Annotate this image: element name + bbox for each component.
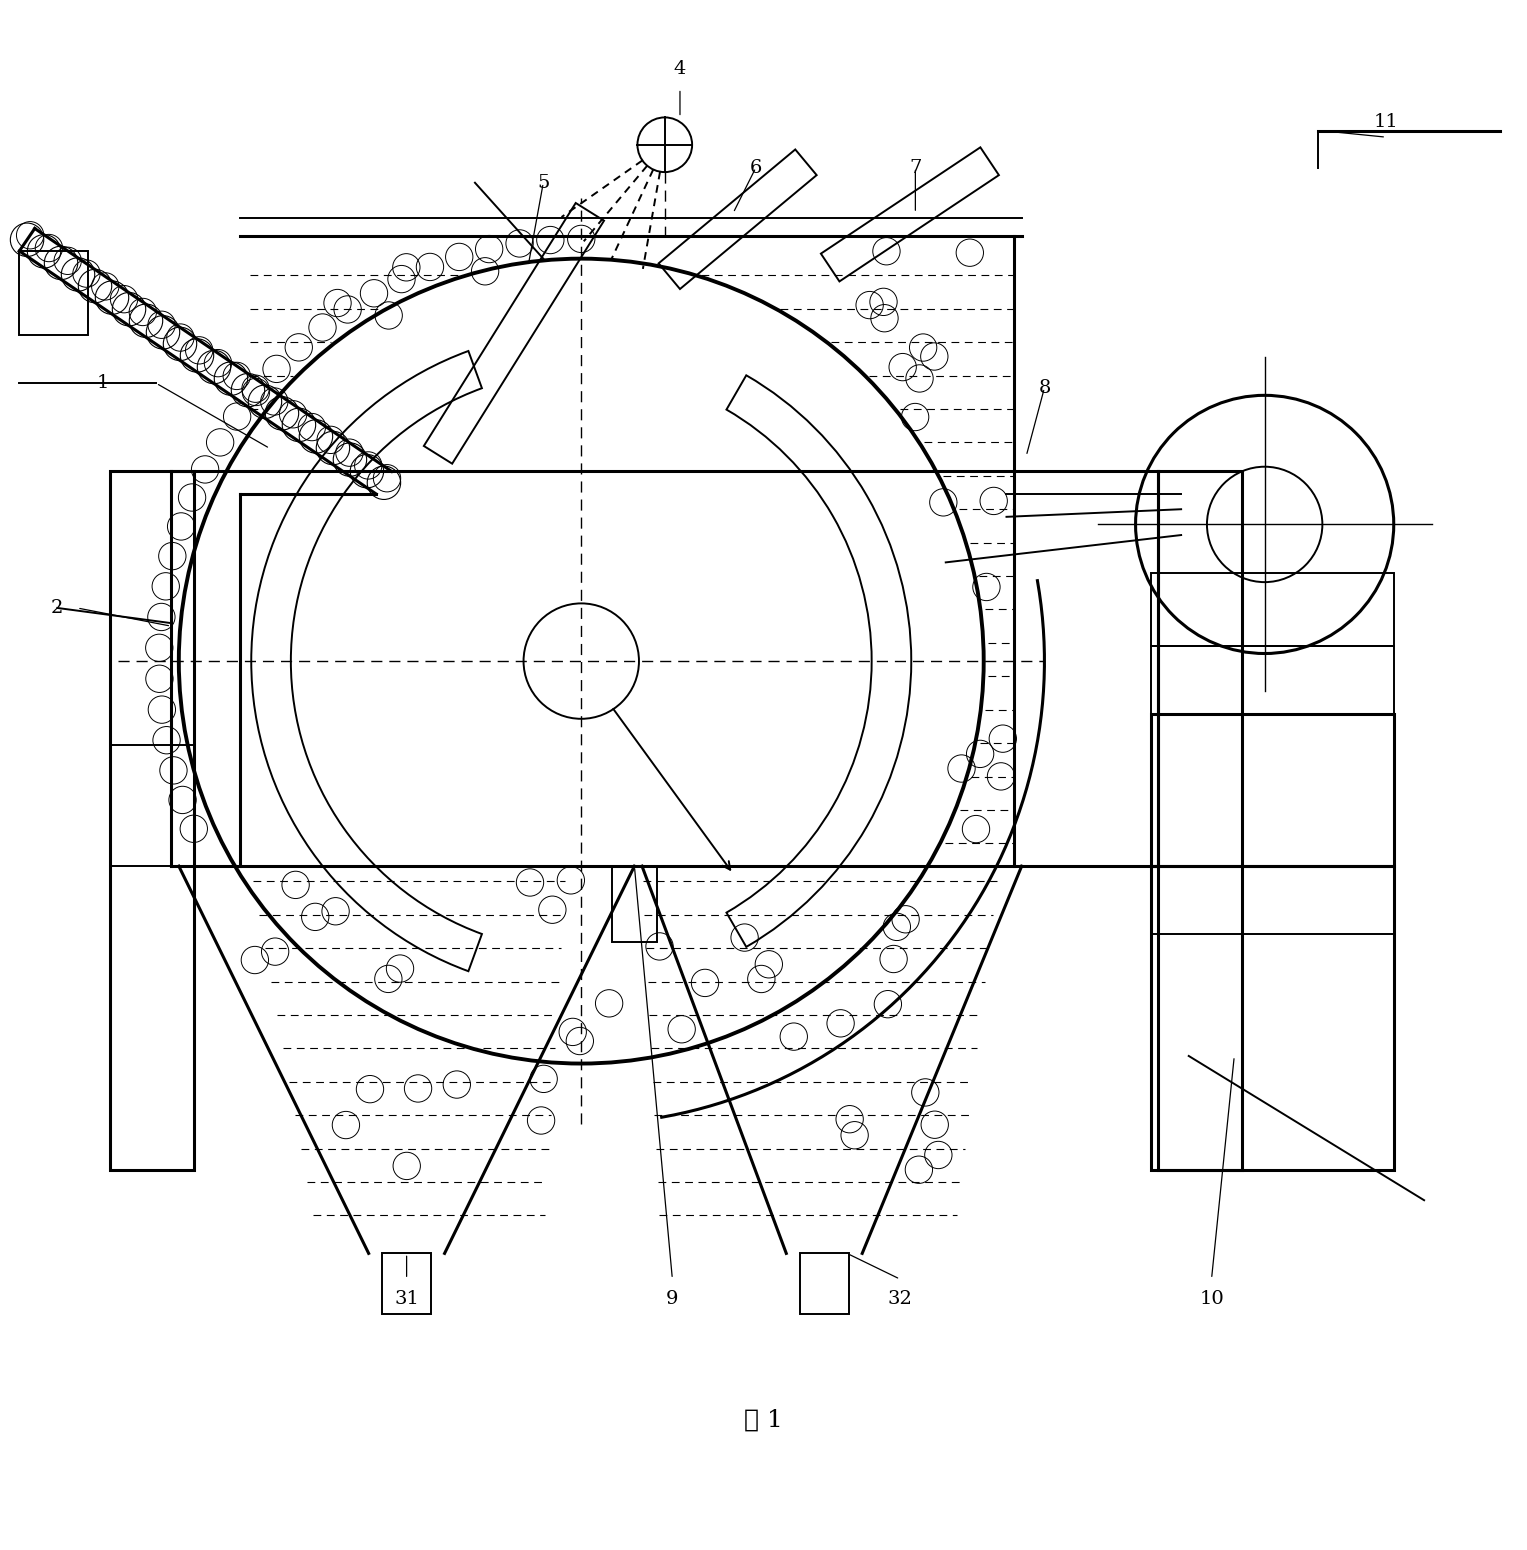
Text: 2: 2 [50, 598, 64, 617]
Text: 31: 31 [394, 1290, 418, 1308]
Text: 5: 5 [538, 174, 550, 192]
Text: 9: 9 [666, 1290, 678, 1308]
Text: 11: 11 [1374, 113, 1399, 130]
Bar [1151, 866, 1394, 1170]
Text: 10: 10 [1199, 1290, 1223, 1308]
Bar [110, 471, 194, 1170]
Text: 1: 1 [96, 374, 108, 392]
Bar [800, 1254, 849, 1314]
Bar [1151, 715, 1394, 866]
Text: 8: 8 [1038, 378, 1051, 397]
Bar [1159, 471, 1241, 1170]
Text: 图 1: 图 1 [744, 1409, 783, 1432]
Text: 4: 4 [673, 60, 686, 78]
Text: 6: 6 [750, 158, 762, 177]
Text: 7: 7 [909, 158, 922, 177]
Bar [382, 1254, 431, 1314]
Bar [20, 251, 87, 335]
Text: 32: 32 [887, 1290, 913, 1308]
Bar [612, 866, 657, 942]
Bar [1151, 646, 1394, 715]
Bar [1151, 574, 1394, 646]
